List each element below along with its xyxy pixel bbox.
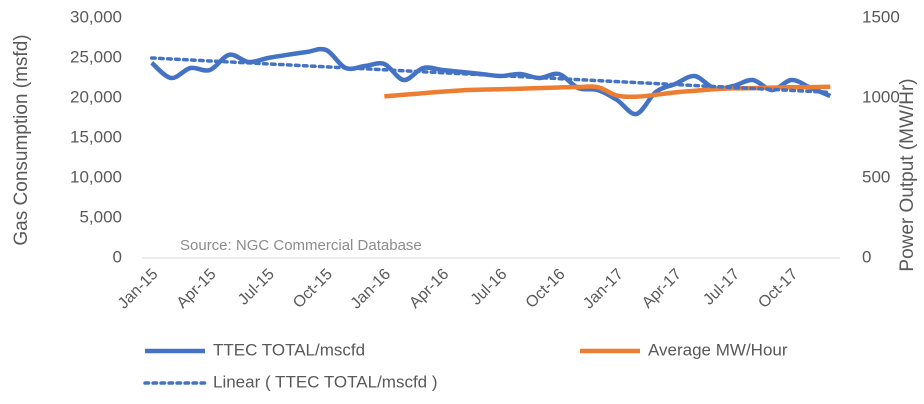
- y-tick-label: 0: [113, 247, 122, 266]
- y-tick-label: 5,000: [79, 207, 122, 226]
- x-tick-label: Jan-16: [348, 266, 395, 313]
- y-tick-label: 20,000: [70, 87, 122, 106]
- x-tick-label: Apr-17: [639, 266, 685, 312]
- y2-tick-label: 500: [862, 167, 890, 186]
- y2-axis-label: Power Output (MW/Hr): [897, 78, 918, 271]
- legend-label: TTEC TOTAL/mscfd: [213, 340, 365, 359]
- x-tick-label: Apr-16: [406, 266, 452, 312]
- x-tick-label: Jul-15: [235, 266, 278, 309]
- y-tick-label: 25,000: [70, 47, 122, 66]
- annotation: Source: NGC Commercial Database: [180, 237, 422, 254]
- x-tick-label: Jul-17: [700, 266, 743, 309]
- y-tick-label: 15,000: [70, 127, 122, 146]
- y2-tick-label: 0: [862, 247, 871, 266]
- y2-tick-label: 1000: [862, 87, 900, 106]
- x-tick-label: Apr-15: [174, 266, 220, 312]
- y-axis-label: Gas Consumption (msfd): [11, 34, 32, 245]
- legend-label: Average MW/Hour: [648, 340, 788, 359]
- x-tick-label: Jan-17: [580, 266, 627, 313]
- x-tick-label: Oct-15: [290, 266, 336, 312]
- x-tick-label: Jan-15: [115, 266, 162, 313]
- legend-label: Linear ( TTEC TOTAL/mscfd ): [213, 372, 438, 391]
- y-tick-label: 10,000: [70, 167, 122, 186]
- series-line: [150, 46, 832, 117]
- x-tick-label: Oct-16: [523, 266, 569, 312]
- series-line: [149, 56, 833, 95]
- y-tick-label: 30,000: [70, 7, 122, 26]
- x-tick-label: Jul-16: [468, 266, 511, 309]
- y2-tick-label: 1500: [862, 7, 900, 26]
- x-tick-label: Oct-17: [755, 266, 801, 312]
